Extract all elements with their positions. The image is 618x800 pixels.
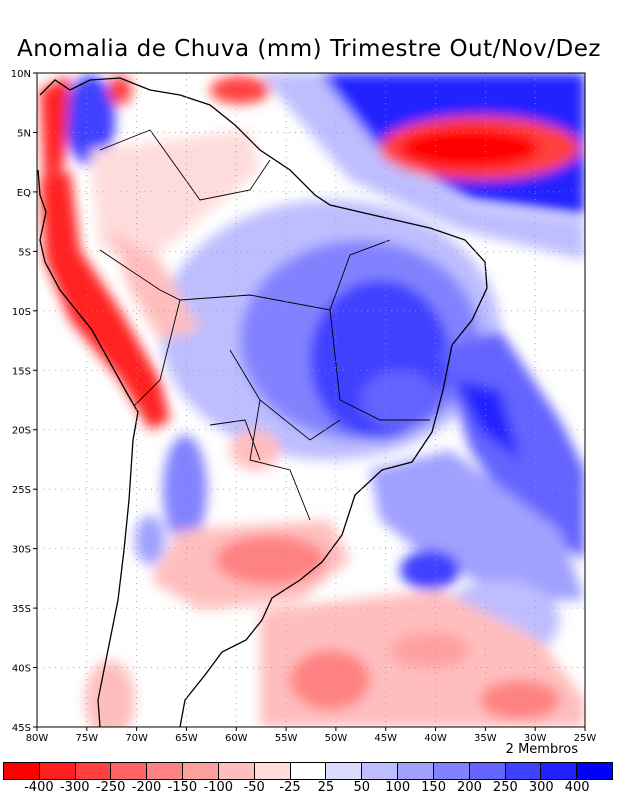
colorbar-label: -250 (95, 780, 126, 795)
lon-tick-label: 70W (125, 733, 148, 744)
colorbar-swatch (433, 763, 470, 779)
colorbar-swatch (4, 763, 40, 779)
colorbar-label: 200 (457, 780, 482, 795)
lon-tick-label: 75W (76, 733, 99, 744)
lat-tick-label: 25S (12, 485, 31, 496)
colorbar-label: 250 (492, 780, 518, 795)
lon-tick-label: 50W (325, 733, 348, 744)
colorbar-label: -400 (24, 780, 54, 795)
lon-tick-label: 65W (175, 733, 198, 744)
lat-tick-label: 20S (12, 426, 31, 437)
lat-tick-label: 15S (12, 366, 31, 377)
lat-tick-label: 40S (12, 664, 31, 675)
colorbar-swatch (505, 763, 542, 779)
colorbar-label: -200 (131, 780, 162, 795)
colorbar-swatch (147, 763, 184, 779)
colorbar-swatch (254, 763, 291, 779)
map-title: Anomalia de Chuva (mm) Trimestre Out/Nov… (17, 36, 601, 62)
colorbar-label: 25 (317, 780, 335, 795)
map-frame (36, 72, 586, 728)
lon-tick-label: 80W (26, 733, 49, 744)
colorbar-swatch (39, 763, 76, 779)
colorbar-label: -300 (59, 780, 90, 795)
colorbar-swatch (541, 763, 578, 779)
colorbar-swatch (111, 763, 148, 779)
colorbar-swatch (290, 763, 327, 779)
colorbar-swatch (326, 763, 363, 779)
lat-tick-label: 10S (12, 307, 31, 318)
lat-tick-label: 5N (17, 128, 31, 139)
lat-tick-label: 5S (18, 247, 31, 258)
colorbar-label: 50 (353, 780, 371, 795)
colorbar-swatch (577, 763, 613, 779)
colorbar-label: 150 (421, 780, 446, 795)
lon-tick-label: 40W (424, 733, 447, 744)
colorbar-swatch (218, 763, 255, 779)
colorbar-label: 100 (385, 780, 411, 795)
colorbar-label: -50 (243, 780, 265, 795)
colorbar (3, 762, 613, 780)
colorbar-label: -150 (167, 780, 198, 795)
lat-tick-label: 30S (12, 545, 31, 556)
colorbar-swatch (75, 763, 112, 779)
colorbar-label: 400 (564, 780, 590, 795)
anomaly-field (37, 73, 585, 727)
lon-tick-label: 30W (524, 733, 547, 744)
colorbar-swatch (469, 763, 506, 779)
lon-tick-label: 25W (574, 733, 597, 744)
lon-tick-label: 35W (474, 733, 497, 744)
lat-tick-label: 35S (12, 604, 31, 615)
colorbar-swatch (398, 763, 434, 779)
colorbar-label: -100 (203, 780, 234, 795)
coastline (37, 77, 488, 727)
colorbar-label: 300 (528, 780, 554, 795)
lon-tick-label: 55W (275, 733, 298, 744)
colorbar-swatch (183, 763, 219, 779)
colorbar-labels: -400 -300 -250 -200 -150 -100 -50 -25 25 50 100 150… (3, 780, 613, 798)
lon-tick-label: 60W (225, 733, 248, 744)
lon-tick-label: 45W (374, 733, 397, 744)
lat-tick-label: EQ (17, 188, 31, 199)
lat-tick-label: 10N (11, 69, 31, 80)
colorbar-label: -25 (279, 780, 301, 795)
members-label: 2 Membros (505, 742, 578, 757)
colorbar-swatch (362, 763, 399, 779)
lat-tick-label: 45S (12, 723, 31, 734)
